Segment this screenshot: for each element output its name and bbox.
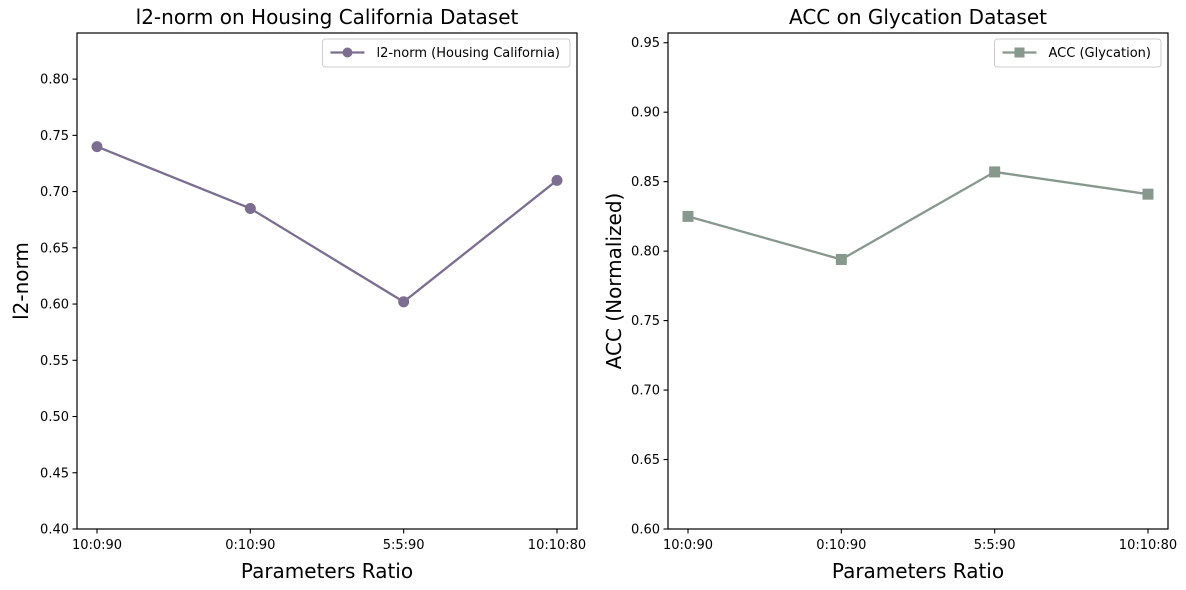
y-tick-label: 0.50 (40, 410, 69, 425)
x-tick-label: 5:5:90 (383, 538, 425, 553)
y-tick-label: 0.70 (40, 185, 69, 200)
y-tick-label: 0.70 (631, 384, 660, 399)
legend-label: ACC (Glycation) (1049, 46, 1152, 61)
legend-frame (994, 38, 1162, 68)
subplot-l2norm-housing: l2-norm on Housing California Dataset Pa… (9, 5, 586, 583)
data-point-marker (551, 174, 563, 186)
y-axis-title: l2-norm (9, 242, 33, 320)
x-tick-label: 5:5:90 (974, 538, 1016, 553)
x-tick-label: 0:10:90 (816, 538, 866, 553)
x-tick-label: 10:10:80 (1119, 538, 1177, 553)
acc-chart-svg: ACC on Glycation Dataset Parameters Rati… (602, 5, 1177, 583)
x-tick-label: 0:10:90 (225, 538, 275, 553)
y-tick-label: 0.60 (631, 523, 660, 538)
x-axis-title: Parameters Ratio (241, 559, 413, 583)
y-tick-label: 0.85 (631, 175, 660, 190)
l2norm-chart-svg: l2-norm on Housing California Dataset Pa… (9, 5, 586, 583)
y-tick-label: 0.95 (631, 36, 660, 51)
y-tick-label: 0.55 (40, 354, 69, 369)
y-tick-label: 0.40 (40, 523, 69, 538)
x-tick-label: 10:0:90 (663, 538, 713, 553)
legend-frame (321, 38, 571, 68)
y-tick-label: 0.75 (40, 129, 69, 144)
y-axis-title: ACC (Normalized) (602, 193, 626, 370)
data-point-marker (1142, 188, 1154, 200)
y-tick-label: 0.90 (631, 106, 660, 121)
data-point-marker (682, 210, 694, 222)
legend-label: l2-norm (Housing California) (376, 46, 560, 61)
subplot-acc-glycation: ACC on Glycation Dataset Parameters Rati… (593, 0, 1186, 590)
data-point-marker (989, 166, 1001, 178)
data-point-marker (91, 141, 103, 153)
data-point-marker (835, 253, 847, 265)
series-line (686, 170, 1150, 261)
data-point-marker (244, 202, 256, 214)
chart-title: ACC on Glycation Dataset (789, 5, 1047, 29)
y-tick-label: 0.65 (40, 241, 69, 256)
y-tick-label: 0.80 (40, 73, 69, 88)
data-point-marker (398, 296, 410, 308)
y-tick-label: 0.65 (631, 453, 660, 468)
axes-spines (76, 32, 578, 530)
y-tick-label: 0.60 (40, 298, 69, 313)
axes-spines (667, 32, 1169, 530)
chart-title: l2-norm on Housing California Dataset (136, 5, 519, 29)
x-axis-title: Parameters Ratio (832, 559, 1004, 583)
y-tick-label: 0.80 (631, 245, 660, 260)
series-line (95, 145, 559, 304)
y-tick-label: 0.75 (631, 314, 660, 329)
x-tick-label: 10:10:80 (528, 538, 586, 553)
x-tick-label: 10:0:90 (72, 538, 122, 553)
y-tick-label: 0.45 (40, 466, 69, 481)
